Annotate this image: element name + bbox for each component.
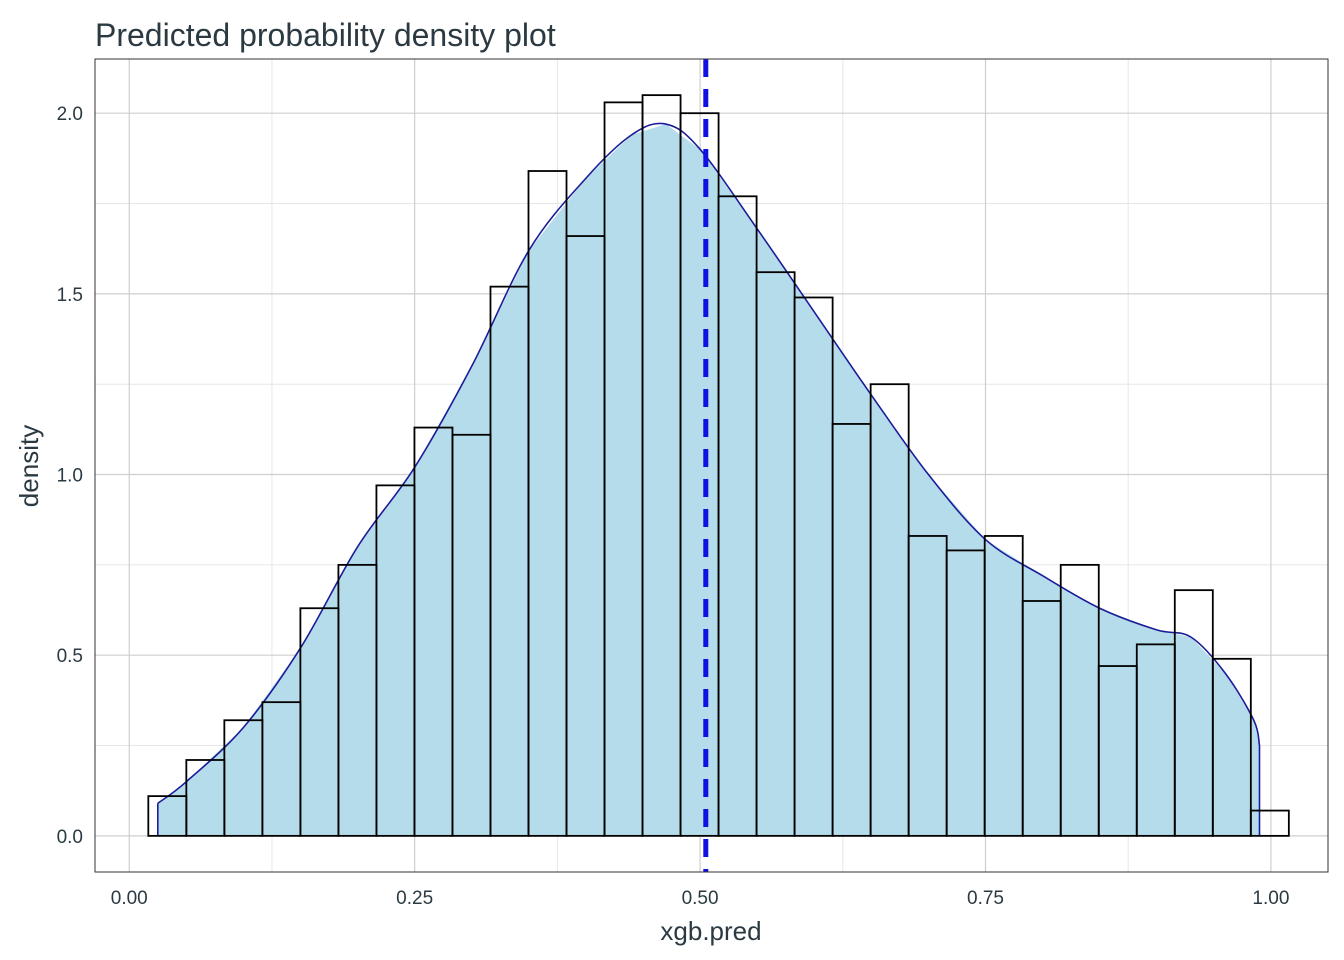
kde-fill xyxy=(157,124,1260,836)
y-axis-ticks: 0.0 0.5 1.0 1.5 2.0 xyxy=(57,104,83,848)
y-axis-title: density xyxy=(14,425,44,507)
kde-line xyxy=(157,122,1261,804)
chart-title: Predicted probability density plot xyxy=(95,17,556,53)
plot-panel-border xyxy=(94,58,1329,873)
x-tick-label: 0.25 xyxy=(396,888,433,909)
y-tick-label: 2.0 xyxy=(57,104,83,125)
y-tick-label: 1.0 xyxy=(57,466,83,487)
y-tick-label: 0.5 xyxy=(57,646,83,667)
x-axis-title: xgb.pred xyxy=(660,916,761,946)
histogram-bar xyxy=(1211,657,1252,837)
histogram-bars xyxy=(147,94,1290,837)
x-tick-label: 0.75 xyxy=(967,888,1004,909)
y-tick-label: 1.5 xyxy=(57,285,83,306)
kde-area xyxy=(156,122,1261,836)
x-tick-label: 0.00 xyxy=(111,888,148,909)
x-axis-ticks: 0.00 0.25 0.50 0.75 1.00 xyxy=(111,888,1290,909)
y-tick-label: 0.0 xyxy=(57,827,83,848)
histogram-bar xyxy=(1249,809,1290,837)
x-tick-label: 0.50 xyxy=(682,888,719,909)
x-tick-label: 1.00 xyxy=(1252,888,1289,909)
